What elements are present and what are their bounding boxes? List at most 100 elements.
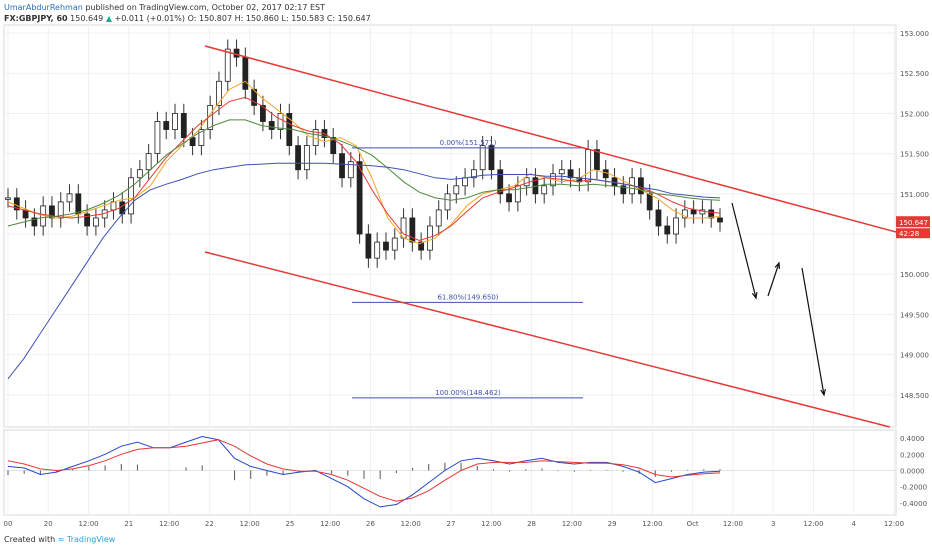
author-link[interactable]: UmarAbdurRehman [4,3,83,12]
x-tick-label: 3 [771,520,775,528]
candle [690,209,697,215]
candle [136,169,143,179]
candle [664,225,671,235]
candle [260,105,266,122]
candle [216,80,222,106]
candle [541,185,548,195]
candle [383,241,389,251]
candle [444,193,451,211]
x-tick-label: 12:00 [401,520,421,528]
x-tick-label: 22 [205,520,214,528]
x-tick-label: 00 [4,520,13,528]
projection-arrow-down-1 [731,202,757,299]
candle [637,177,644,195]
oscillator-line [7,435,721,508]
candle [189,137,196,146]
candle [93,217,99,227]
candle [242,56,249,90]
x-tick-label: 12:00 [159,520,179,528]
candle [251,88,258,106]
candle [418,241,425,251]
price-change: +0.011 (+0.01%) [114,14,186,23]
y-tick-label: 149.000 [900,352,929,360]
candle [356,161,363,235]
candle [646,193,653,211]
countdown-box [896,228,930,239]
x-tick-label: 28 [527,520,536,528]
projection-arrow-up [767,262,780,297]
candle [75,193,82,215]
candle [13,197,20,211]
y-tick-label: 152.000 [900,110,929,118]
y-tick-label: 153.000 [900,30,929,38]
price-label: 150.647 [899,219,928,227]
y-tick-label: 151.000 [900,191,929,199]
candle [295,145,301,171]
candle [374,241,381,259]
candle [488,145,495,171]
x-tick-label: 12:00 [240,520,260,528]
candle [66,193,73,203]
x-tick-label: 25 [285,520,294,528]
projection-arrow-down-2-head [820,389,826,397]
y-tick-label: 150.000 [900,271,929,279]
x-tick-label: 26 [366,520,375,528]
x-tick-label: 12:00 [78,520,98,528]
candle [154,121,161,155]
candle [497,169,504,195]
x-tick-label: 12:00 [562,520,582,528]
projection-arrow-up-head [774,261,781,270]
candle [506,193,512,203]
candle [268,121,275,130]
oscillator-line [7,439,721,502]
published-text: published on TradingView.com, October 02… [85,3,325,12]
open-value: O: 150.807 [187,14,233,23]
x-tick-label: 12:00 [803,520,823,528]
channel-upper-line [204,45,897,233]
last-price: 150.649 [70,14,104,23]
candle [224,48,231,82]
low-value: L: 150.583 [281,14,325,23]
moving-average-line [7,119,721,227]
candle [594,149,600,171]
candle [523,177,530,187]
y-tick-label: 148.500 [900,392,929,400]
oscillator-y-tick-label: -0.4000 [900,500,927,508]
created-with-text: Created with [4,535,56,544]
candle [655,209,662,227]
candle [233,48,240,58]
x-tick-label: 27 [447,520,456,528]
main-pane [3,24,897,428]
candle [391,237,398,251]
candle [277,113,284,130]
chart-header: UmarAbdurRehman published on TradingView… [4,2,371,24]
x-tick-label: 29 [608,520,617,528]
candle [585,149,592,183]
candle [365,233,372,259]
candle [31,217,38,227]
candle [620,185,627,195]
candle [163,121,170,130]
x-tick-label: 4 [851,520,856,528]
candle [84,213,91,227]
candle [303,145,310,171]
candle [567,169,574,179]
candle [708,209,715,219]
footer: Created with ≈ TradingView [4,535,115,544]
x-tick-label: 12:00 [642,520,662,528]
high-value: H: 150.860 [234,14,279,23]
y-tick-label: 151.500 [900,151,929,159]
candle [611,177,618,187]
oscillator-y-tick-label: -0.2000 [900,484,927,492]
oscillator-y-tick-label: 0.2000 [900,451,925,459]
candle [339,153,345,179]
change-up-icon: ▲ [105,14,112,23]
candle [198,129,205,147]
fibonacci-label: 100.00%(148.462) [435,389,501,397]
channel-lower-line [204,251,891,428]
x-tick-label: 12:00 [723,520,743,528]
candle [145,153,152,171]
candle [479,145,486,171]
candle [673,217,679,235]
